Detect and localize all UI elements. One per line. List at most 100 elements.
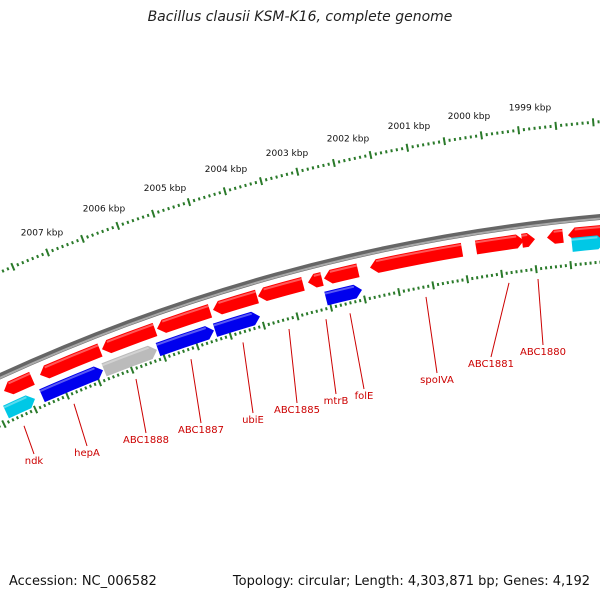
map-title: Bacillus clausii KSM-K16, complete genom… <box>147 9 453 25</box>
gene-forward[interactable] <box>4 371 35 395</box>
gene-leader-line <box>425 296 438 374</box>
scale-minor-tick <box>305 312 309 316</box>
gene-forward[interactable] <box>40 343 103 379</box>
gene-forward[interactable] <box>547 228 564 244</box>
scale-minor-tick <box>149 361 153 365</box>
scale-minor-tick <box>446 280 450 285</box>
gene-reverse-shine <box>155 327 207 346</box>
scale-minor-tick <box>451 280 454 284</box>
scale-minor-tick <box>182 202 186 206</box>
scale-minor-tick <box>301 168 304 173</box>
gene-leader-line <box>490 282 510 358</box>
scale-major-tick <box>45 248 50 257</box>
scale-major-tick <box>1 419 7 429</box>
topology-text: Topology: circular; Length: 4,303,871 bp… <box>232 574 590 589</box>
gene-leader-line <box>349 313 365 390</box>
scale-minor-tick <box>275 175 278 179</box>
scale-minor-tick <box>291 315 295 320</box>
scale-minor-tick <box>285 172 289 177</box>
gene-forward[interactable] <box>213 289 259 315</box>
scale-minor-tick <box>205 341 209 346</box>
scale-label: 2005 kbp <box>144 184 187 194</box>
scale-minor-tick <box>290 171 294 175</box>
scale-major-tick <box>162 353 168 362</box>
scale-minor-tick <box>244 183 247 188</box>
scale-minor-tick <box>15 415 20 420</box>
scale-minor-tick <box>272 321 275 325</box>
scale-major-tick <box>442 137 446 146</box>
gene-forward[interactable] <box>102 322 158 354</box>
scale-major-tick <box>195 342 200 351</box>
gene-label[interactable]: ndk <box>25 456 44 467</box>
gene-label[interactable]: ABC1888 <box>123 435 169 446</box>
scale-minor-tick <box>249 182 253 186</box>
gene-forward[interactable] <box>258 277 305 301</box>
gene-forward[interactable] <box>521 233 535 248</box>
scale-major-tick <box>129 365 135 374</box>
gene-forward[interactable] <box>324 263 360 284</box>
gene-reverse[interactable] <box>155 326 214 357</box>
scale-major-tick <box>534 265 538 274</box>
scale-minor-tick <box>234 332 237 336</box>
gene-forward-shine <box>329 264 358 273</box>
scale-minor-tick <box>224 335 228 339</box>
scale-minor-tick <box>102 378 106 383</box>
scale-minor-tick <box>71 240 74 245</box>
gene-forward-shine <box>574 226 600 231</box>
scale-label: 1999 kbp <box>509 104 552 114</box>
gene-label[interactable]: ubiE <box>242 415 264 426</box>
gene-forward-shine <box>161 305 209 323</box>
gene-label[interactable]: folE <box>355 391 374 402</box>
scale-minor-tick <box>416 144 420 148</box>
scale-labels: 2007 kbp 2006 kbp 2005 kbp 2004 kbp 2003 kbp… <box>21 104 552 239</box>
scale-minor-tick <box>125 369 129 374</box>
gene-forward-shine <box>8 372 31 385</box>
scale-minor-tick <box>264 178 268 182</box>
gene-forward[interactable] <box>474 234 524 255</box>
scale-minor-tick <box>86 235 90 239</box>
scale-minor-tick <box>407 288 410 292</box>
scale-major-tick <box>151 209 156 218</box>
gene-forward[interactable] <box>308 272 324 288</box>
gene-reverse[interactable] <box>39 366 103 403</box>
scale-minor-tick <box>158 357 162 362</box>
scale-major-tick <box>554 121 558 131</box>
scale-minor-tick <box>177 203 181 208</box>
scale-minor-tick <box>248 328 252 332</box>
scale-minor-tick <box>337 160 341 164</box>
gene-forward[interactable] <box>157 304 213 333</box>
scale-minor-tick <box>167 354 171 358</box>
gene-label[interactable]: mtrB <box>324 396 349 407</box>
gene-reverse[interactable] <box>212 311 260 337</box>
scale-minor-tick <box>417 286 420 290</box>
scale-minor-tick <box>91 233 95 237</box>
scale-minor-tick <box>306 167 310 171</box>
scale-minor-tick <box>421 143 425 147</box>
gene-reverse[interactable] <box>324 284 362 306</box>
scale-minor-tick <box>456 279 459 283</box>
scale-minor-tick <box>344 302 347 306</box>
gene-label[interactable]: ABC1880 <box>520 347 566 358</box>
gene-leader-line <box>73 403 88 447</box>
scale-minor-tick <box>24 411 29 416</box>
scale-minor-tick <box>43 403 47 408</box>
gene-other[interactable] <box>101 345 157 377</box>
gene-rna[interactable] <box>3 395 36 419</box>
gene-forward[interactable] <box>370 242 464 273</box>
gene-label[interactable]: ABC1881 <box>468 359 514 370</box>
gene-label[interactable]: ABC1885 <box>274 405 320 416</box>
scale-label: 2007 kbp <box>21 228 64 238</box>
scale-minor-tick <box>210 340 214 344</box>
scale-minor-tick <box>432 141 435 145</box>
scale-minor-tick <box>31 256 35 261</box>
gene-rna[interactable] <box>571 235 600 252</box>
scale-minor-tick <box>411 145 414 149</box>
gene-label[interactable]: spoIVA <box>420 375 454 386</box>
scale-minor-tick <box>322 163 325 168</box>
scale-minor-tick <box>135 366 139 370</box>
gene-leader-line <box>190 359 202 424</box>
feature-track <box>3 225 600 419</box>
gene-label[interactable]: hepA <box>74 448 100 459</box>
gene-label[interactable]: ABC1887 <box>178 425 224 436</box>
